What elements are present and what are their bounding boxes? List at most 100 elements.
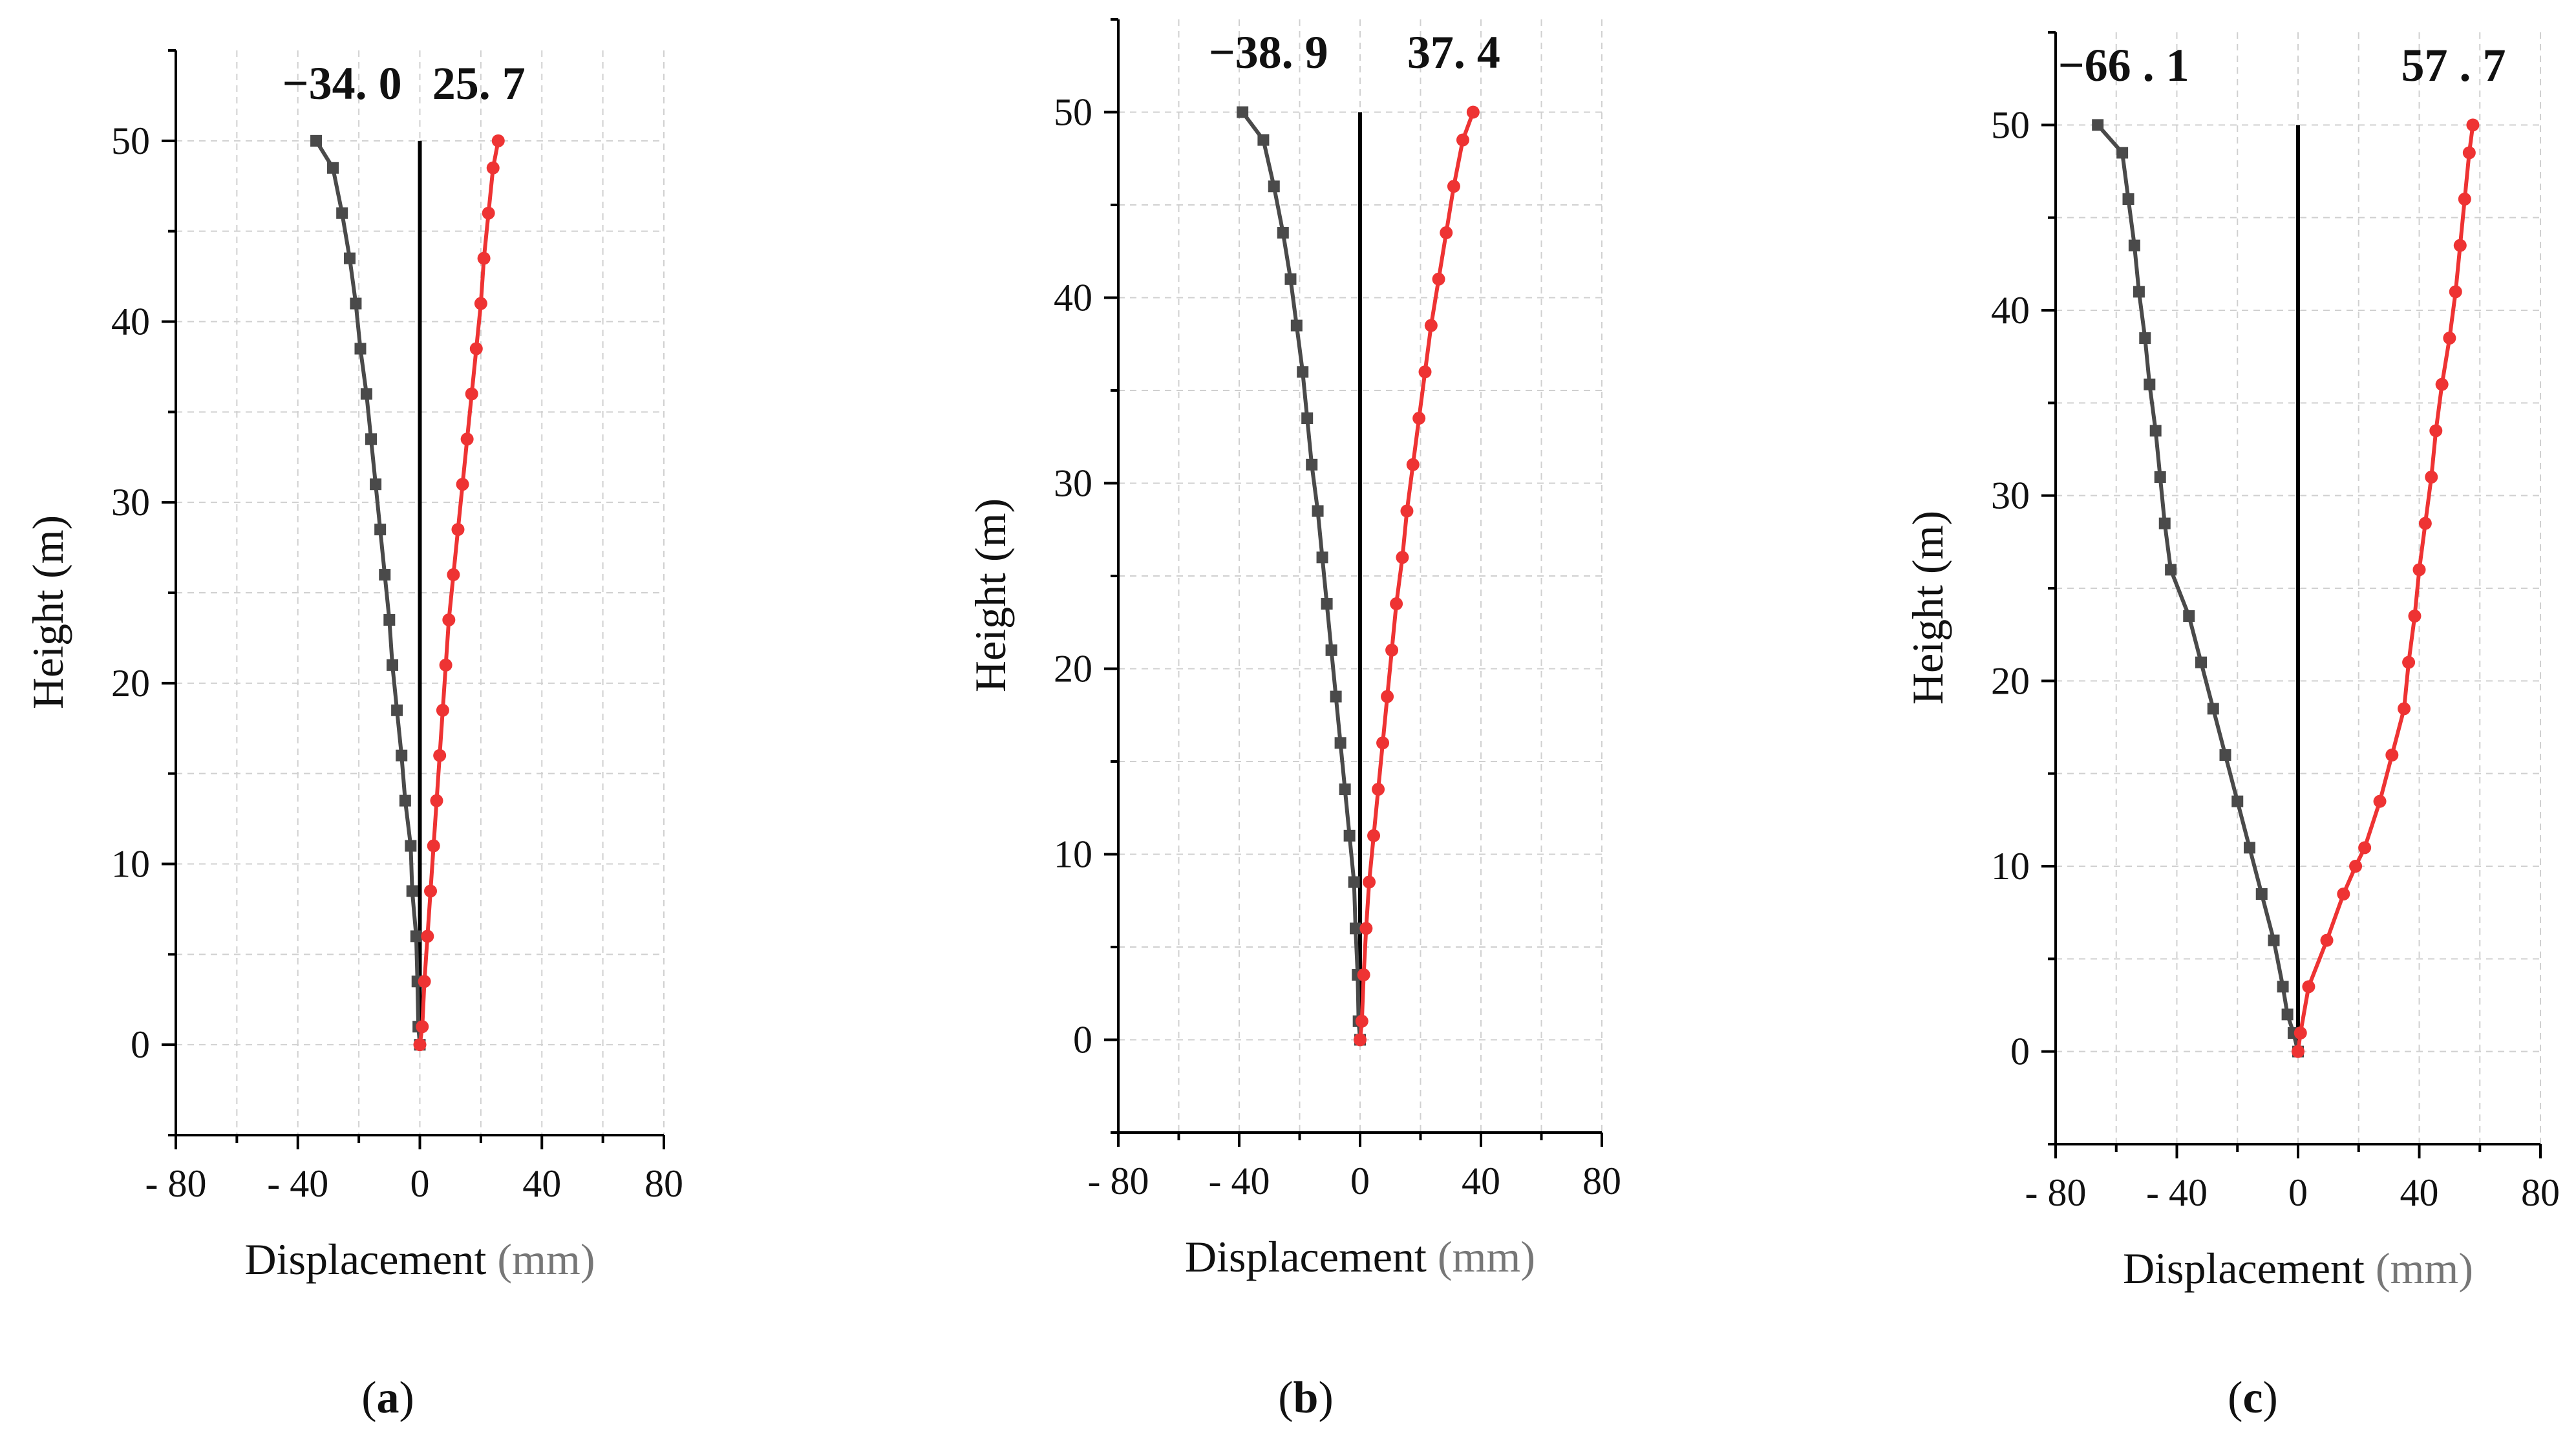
panel-label-letter: b (1293, 1373, 1319, 1423)
data-point (2183, 610, 2195, 622)
data-point (1363, 875, 1376, 889)
x-tick-label: - 40 (1209, 1160, 1270, 1202)
panel-label-open: ( (2228, 1373, 2242, 1423)
data-point (1268, 180, 1280, 193)
data-point (2358, 841, 2372, 855)
data-point (2449, 285, 2462, 299)
data-point (1312, 505, 1324, 517)
data-point (424, 884, 438, 898)
data-point (436, 703, 449, 717)
data-point (1424, 319, 1438, 332)
data-point (1355, 1014, 1368, 1028)
data-point (2195, 656, 2207, 668)
data-point (1348, 876, 1360, 888)
peak-label-negative: −34. 0 (282, 58, 402, 109)
data-point (310, 134, 323, 147)
x-tick-label: - 40 (267, 1162, 328, 1205)
y-tick-label: 40 (1054, 277, 1092, 319)
panel-label-letter: a (377, 1373, 399, 1423)
data-point (1325, 644, 1337, 656)
data-point (2255, 888, 2268, 900)
data-point (1321, 598, 1333, 610)
data-point (1290, 319, 1303, 332)
data-point (1432, 272, 1445, 286)
data-point (327, 162, 339, 174)
data-point (2154, 471, 2166, 483)
data-point (433, 749, 447, 762)
data-point (482, 206, 495, 220)
data-point (439, 658, 452, 672)
panel-label: (b) (1278, 1373, 1334, 1423)
data-point (2294, 1027, 2307, 1039)
series-positive (2292, 118, 2480, 1058)
data-point (2149, 425, 2162, 437)
data-point (1376, 736, 1390, 750)
x-tick-label: - 40 (2146, 1171, 2208, 1214)
y-tick-label: 40 (1991, 289, 2030, 332)
data-point (1257, 134, 1270, 146)
data-point (456, 478, 469, 491)
series-negative (2092, 119, 2304, 1058)
y-tick-label: 20 (111, 662, 150, 705)
y-axis-title: Height (m) (966, 498, 1015, 692)
peak-label-positive: 25. 7 (432, 58, 526, 109)
data-point (1385, 643, 1399, 657)
data-point (416, 1020, 429, 1034)
x-tick-label: - 80 (2025, 1171, 2087, 1214)
data-point (477, 251, 491, 265)
data-point (365, 433, 377, 445)
data-point (336, 207, 348, 219)
data-point (469, 342, 483, 356)
data-point (442, 613, 456, 626)
data-point (2337, 888, 2350, 900)
peak-label-negative: −66 . 1 (2058, 39, 2189, 91)
data-point (451, 523, 465, 537)
data-point (410, 930, 422, 942)
data-point (430, 794, 443, 807)
data-point (2373, 794, 2387, 808)
y-axis-title: Height (m) (1903, 511, 1952, 705)
data-point (1306, 458, 1318, 471)
data-point (2402, 655, 2416, 669)
data-point (1334, 737, 1347, 749)
y-tick-label: 30 (111, 481, 150, 524)
data-point (2385, 749, 2399, 761)
data-point (1390, 597, 1403, 611)
series-negative (1237, 106, 1366, 1046)
y-tick-label: 10 (1991, 845, 2030, 888)
series-line-negative (1240, 111, 1362, 1040)
data-point (350, 297, 362, 310)
data-point (413, 1038, 427, 1052)
chart-panel-c: 0 10 20 30 40 50 - 80 - 40 0 40 80 Displacement (mm… (1903, 31, 2560, 1423)
y-tick-label: 10 (111, 843, 150, 886)
data-point (2320, 933, 2334, 947)
y-tick-label: 40 (111, 301, 150, 343)
data-point (1418, 365, 1432, 379)
y-tick-label: 50 (1991, 103, 2030, 146)
x-axis-title-unit: (mm) (2376, 1244, 2473, 1293)
data-point (427, 839, 440, 853)
y-tick-label: 0 (2010, 1030, 2030, 1073)
data-point (486, 161, 500, 175)
data-point (447, 568, 460, 582)
data-point (2268, 934, 2280, 946)
data-point (2128, 239, 2140, 251)
x-tick-label: 0 (1350, 1160, 1370, 1202)
x-axis-title-text: Displacement (2123, 1244, 2376, 1293)
data-point (2292, 1045, 2305, 1058)
data-point (1447, 180, 1460, 193)
data-point (1381, 690, 1394, 703)
x-tick-label: 80 (1582, 1160, 1621, 1202)
data-point (1372, 783, 1385, 796)
chart-panel-a: 0 10 20 30 40 50 - 80 - 40 0 40 80 Displacement (mm… (23, 49, 683, 1423)
data-point (2116, 147, 2129, 159)
data-point (1412, 412, 1426, 425)
data-point (2133, 286, 2145, 298)
data-point (2453, 239, 2467, 252)
data-point (2139, 332, 2151, 344)
x-tick-label: 40 (2400, 1171, 2439, 1214)
data-point (360, 388, 372, 400)
data-point (399, 794, 411, 807)
y-tick-label: 0 (1073, 1019, 1092, 1061)
